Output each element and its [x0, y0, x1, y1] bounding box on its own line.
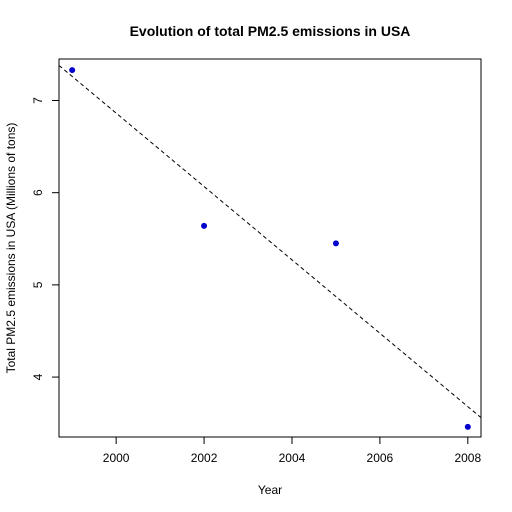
x-axis: 2000 2002 2004 2006 2008 [103, 437, 481, 465]
y-tick-label: 7 [31, 97, 45, 104]
y-axis: 4 5 6 7 [31, 97, 59, 380]
y-axis-label: Total PM2.5 emissions in USA (Millions o… [4, 123, 18, 374]
y-tick-label: 5 [31, 281, 45, 288]
trend-line [58, 65, 482, 419]
y-tick-label: 6 [31, 189, 45, 196]
y-tick-label: 4 [31, 373, 45, 380]
x-tick-label: 2006 [367, 451, 394, 465]
plot-frame [58, 58, 482, 438]
data-point [201, 222, 208, 229]
x-tick-label: 2000 [103, 451, 130, 465]
chart-title: Evolution of total PM2.5 emissions in US… [130, 23, 411, 39]
data-point [332, 240, 339, 247]
x-tick-label: 2008 [454, 451, 481, 465]
x-axis-label: Year [258, 483, 282, 497]
data-point [464, 423, 471, 430]
x-tick-label: 2004 [279, 451, 306, 465]
x-tick-label: 2002 [191, 451, 218, 465]
trend-line-group [58, 65, 482, 419]
data-points [69, 67, 471, 430]
data-point [69, 67, 76, 74]
